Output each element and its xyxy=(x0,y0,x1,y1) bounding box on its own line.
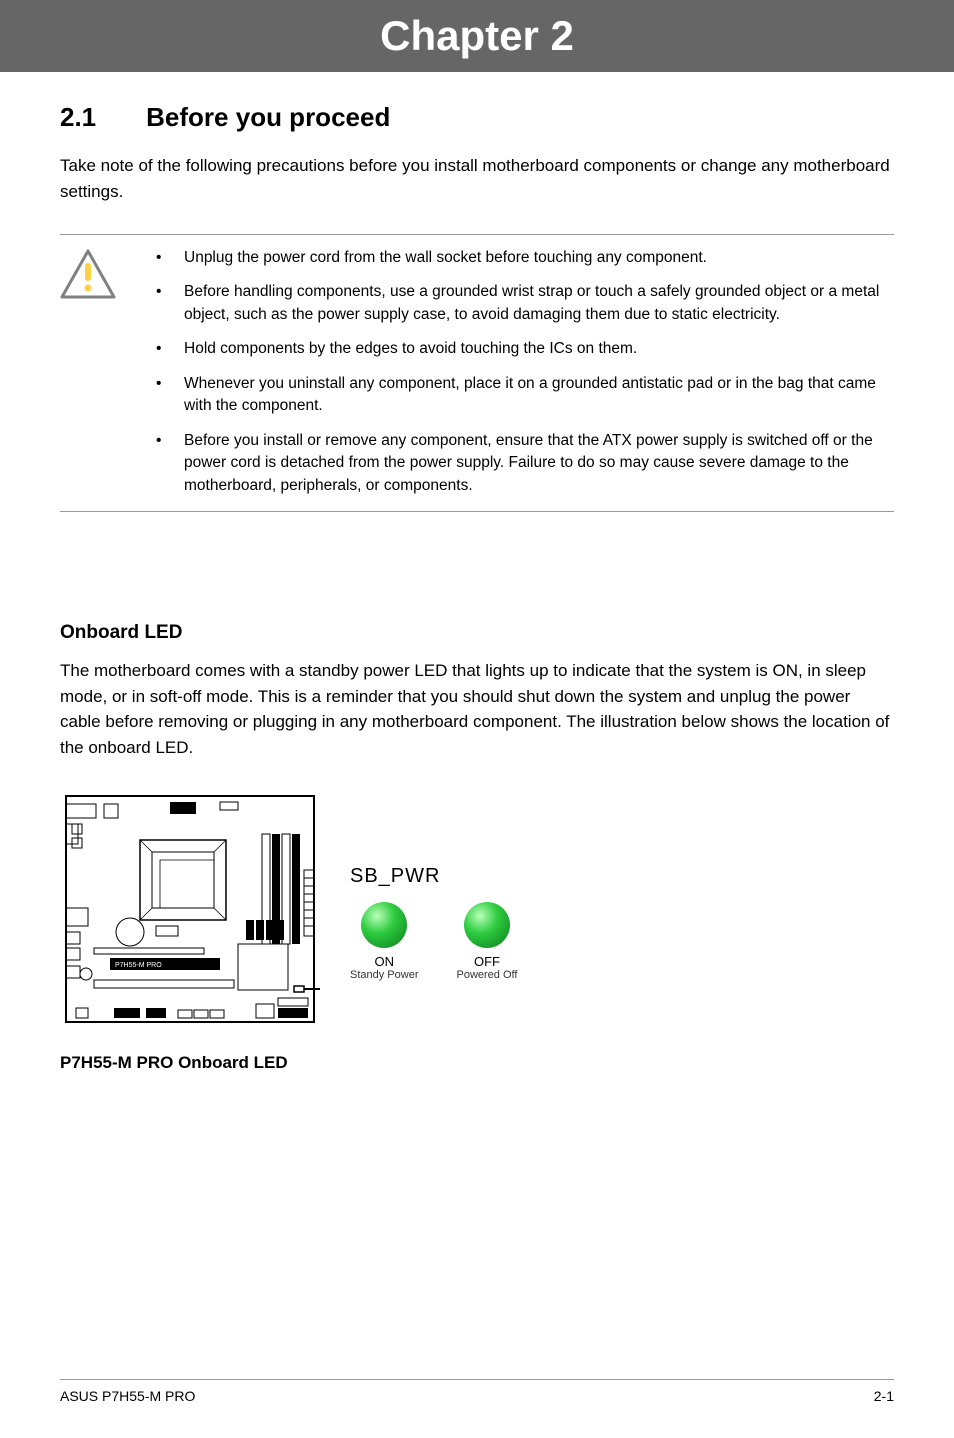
led-on-icon xyxy=(361,902,407,948)
led-state-off: OFF Powered Off xyxy=(456,902,517,981)
onboard-led-heading: Onboard LED xyxy=(60,622,894,644)
list-item: • Unplug the power cord from the wall so… xyxy=(150,247,894,269)
board-model-label: P7H55-M PRO xyxy=(115,962,162,969)
motherboard-outline-icon: P7H55-M PRO xyxy=(60,790,320,1045)
footer-right: 2-1 xyxy=(874,1388,894,1404)
caution-block: • Unplug the power cord from the wall so… xyxy=(60,234,894,512)
onboard-led-diagram: P7H55-M PRO xyxy=(60,790,894,1045)
list-item: • Whenever you uninstall any component, … xyxy=(150,373,894,418)
bullet-dot: • xyxy=(150,338,184,360)
bullet-text: Before you install or remove any compone… xyxy=(184,430,894,497)
bullet-text: Hold components by the edges to avoid to… xyxy=(184,338,894,360)
section-title: 2.1 Before you proceed xyxy=(60,102,894,133)
bullet-text: Whenever you uninstall any component, pl… xyxy=(184,373,894,418)
caution-list: • Unplug the power cord from the wall so… xyxy=(150,247,894,497)
bullet-dot: • xyxy=(150,373,184,418)
section-name: Before you proceed xyxy=(146,102,390,132)
chapter-header: Chapter 2 xyxy=(0,0,954,72)
bullet-text: Unplug the power cord from the wall sock… xyxy=(184,247,894,269)
list-item: • Before you install or remove any compo… xyxy=(150,430,894,497)
led-legend: SB_PWR ON Standy Power OFF Powered Off xyxy=(350,855,517,981)
bullet-dot: • xyxy=(150,281,184,326)
bullet-text: Before handling components, use a ground… xyxy=(184,281,894,326)
bullet-dot: • xyxy=(150,430,184,497)
led-state-sub: Standy Power xyxy=(350,969,418,981)
page-footer: ASUS P7H55-M PRO 2-1 xyxy=(60,1379,894,1404)
footer-left: ASUS P7H55-M PRO xyxy=(60,1388,195,1404)
led-off-icon xyxy=(464,902,510,948)
diagram-caption: P7H55-M PRO Onboard LED xyxy=(60,1053,894,1073)
onboard-led-text: The motherboard comes with a standby pow… xyxy=(60,658,894,760)
legend-title: SB_PWR xyxy=(350,865,517,888)
bullet-dot: • xyxy=(150,247,184,269)
section-intro: Take note of the following precautions b… xyxy=(60,153,894,204)
led-state-sub: Powered Off xyxy=(456,969,517,981)
section-number: 2.1 xyxy=(60,102,96,133)
list-item: • Hold components by the edges to avoid … xyxy=(150,338,894,360)
led-state-label: OFF xyxy=(456,954,517,969)
caution-icon xyxy=(60,247,150,304)
led-state-on: ON Standy Power xyxy=(350,902,418,981)
page-content: 2.1 Before you proceed Take note of the f… xyxy=(0,72,954,1073)
list-item: • Before handling components, use a grou… xyxy=(150,281,894,326)
led-state-label: ON xyxy=(350,954,418,969)
